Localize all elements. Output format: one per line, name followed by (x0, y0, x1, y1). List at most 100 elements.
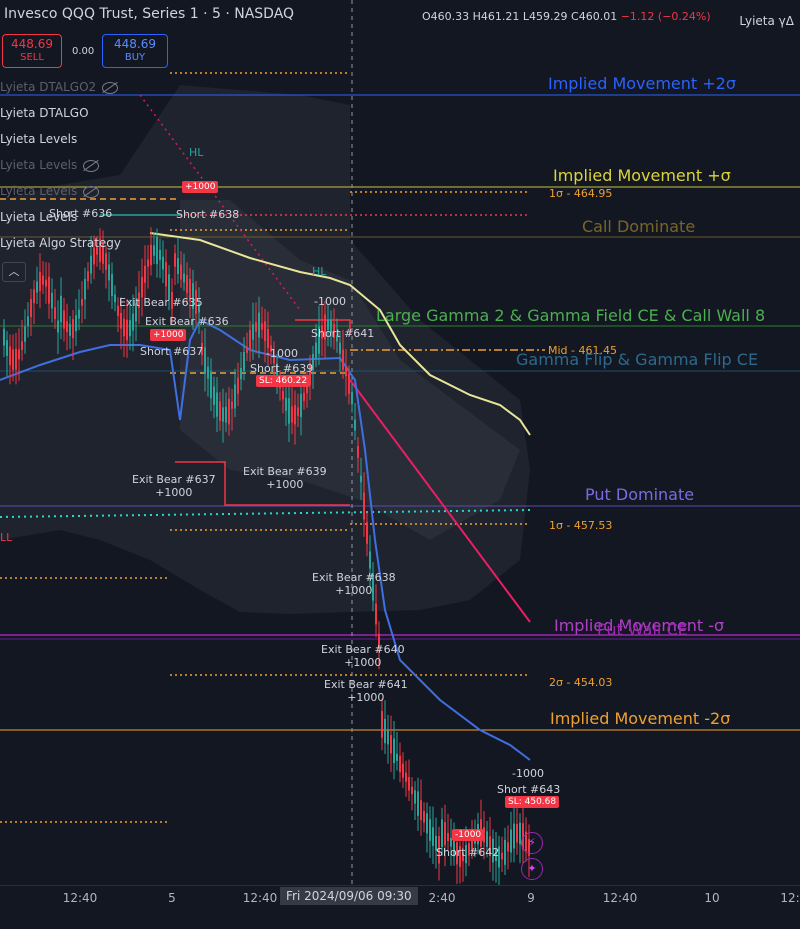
exit-639-value: +1000 (266, 478, 304, 491)
put-dom-label: Put Dominate (585, 485, 695, 504)
legend-item[interactable]: Lyieta Algo Strategy (0, 236, 121, 250)
candle-body (240, 368, 242, 380)
time-tick: 12:40 (242, 891, 278, 905)
eye-off-icon[interactable] (102, 81, 119, 94)
yellow-moving-average (149, 232, 531, 436)
candle-body (351, 391, 353, 405)
candle-body (261, 323, 263, 330)
indicator-corner-label: Lyieta γΔ (739, 14, 794, 28)
candle-body (228, 398, 230, 425)
candle-body (180, 264, 182, 280)
candle-body (105, 253, 107, 270)
blue-moving-average (0, 318, 531, 761)
candle-body (210, 371, 212, 399)
sparkle-icon[interactable]: ✦ (521, 858, 543, 880)
legend-item-label: Lyieta Levels (0, 210, 78, 224)
candle-body (249, 329, 251, 350)
candle-body (225, 406, 227, 423)
legend-item[interactable]: Lyieta DTALGO2 (0, 80, 119, 94)
trade-qty-c: -1000 (512, 767, 544, 780)
candle-body (348, 373, 350, 394)
trade-label-short-642: Short #642 (436, 846, 500, 859)
candle-body (366, 522, 368, 544)
candle-body (138, 292, 140, 309)
legend-item-label: Lyieta Levels (0, 132, 78, 146)
spread-value: 0.00 (72, 46, 95, 57)
candle-body (441, 819, 443, 847)
candle-body (54, 307, 56, 320)
time-tick: 5 (168, 891, 176, 905)
sig1-up-label: 1σ - 464.95 (549, 187, 613, 200)
sig2-dn-label: 2σ - 454.03 (549, 676, 613, 689)
candle-body (423, 811, 425, 823)
exit-637-text: Exit Bear #637 (132, 473, 216, 486)
candle-body (462, 852, 464, 862)
candle-body (321, 325, 323, 339)
legend-item[interactable]: Lyieta Levels (0, 210, 77, 224)
candle-body (471, 836, 473, 851)
exit-637-value: +1000 (155, 486, 193, 499)
candle-body (27, 316, 29, 327)
order-tag-1: +1000 (182, 181, 219, 193)
ohlc-change: −1.12 (−0.24%) (620, 10, 711, 23)
candle-body (147, 259, 149, 267)
candle-body (231, 401, 233, 409)
large-gamma-label: Large Gamma 2 & Gamma Field CE & Call Wa… (376, 306, 766, 325)
symbol-title[interactable]: Invesco QQQ Trust, Series 1 · 5 · NASDAQ (4, 6, 295, 22)
sell-button[interactable]: 448.69 SELL (2, 34, 62, 68)
buy-button[interactable]: 448.69 BUY (102, 34, 168, 68)
candle-body (87, 271, 89, 282)
candle-body (384, 718, 386, 744)
candle-body (33, 289, 35, 304)
trade-label-short-636: Short #636 (49, 207, 113, 220)
lightning-icon[interactable]: ⚡ (521, 832, 543, 854)
im-plus1-label: Implied Movement +σ (553, 166, 731, 185)
ohlc-readout: O460.33 H461.21 L459.29 C460.01 −1.12 (−… (422, 10, 711, 23)
candle-body (48, 276, 50, 304)
candle-body (327, 320, 329, 330)
candle-body (360, 475, 362, 483)
candle-body (447, 832, 449, 842)
time-tick: 9 (527, 891, 535, 905)
legend-item-label: Lyieta Algo Strategy (0, 236, 122, 250)
hl-marker-1: HL (189, 146, 204, 159)
legend-item[interactable]: Lyieta DTALGO (0, 106, 89, 120)
legend-item[interactable]: Lyieta Levels (0, 158, 100, 172)
candle-body (246, 346, 248, 353)
candle-body (444, 822, 446, 846)
price-chart[interactable] (0, 0, 800, 885)
legend-item[interactable]: Lyieta Levels (0, 132, 77, 146)
trade-label-exit-637: Exit Bear #637 +1000 (132, 473, 216, 499)
legend-item-label: Lyieta DTALGO (0, 106, 89, 120)
legend-item[interactable]: Lyieta Levels (0, 184, 100, 198)
stop-loss-tag-643: SL: 450.68 (505, 796, 560, 808)
candle-body (510, 829, 512, 853)
chart-area[interactable]: Invesco QQQ Trust, Series 1 · 5 · NASDAQ… (0, 0, 800, 885)
candle-body (318, 326, 320, 354)
trade-label-exit-635: Exit Bear #635 (119, 296, 203, 309)
trade-label-short-639: Short #639 (250, 362, 314, 375)
candle-body (165, 262, 167, 287)
eye-off-icon[interactable] (83, 185, 100, 198)
candle-body (435, 835, 437, 851)
stop-box-1 (175, 461, 350, 506)
candle-body (378, 633, 380, 649)
chevron-up-icon[interactable]: ︿ (2, 262, 26, 282)
candle-body (489, 836, 491, 854)
candle-body (300, 393, 302, 418)
exit-639-text: Exit Bear #639 (243, 465, 327, 478)
candle-body (120, 312, 122, 329)
candle-body (402, 763, 404, 778)
candle-body (282, 390, 284, 400)
candle-body (123, 318, 125, 337)
candle-body (237, 377, 239, 394)
candle-body (315, 342, 317, 359)
trade-label-exit-636: Exit Bear #636 (145, 315, 229, 328)
eye-off-icon[interactable] (83, 159, 100, 172)
candle-body (78, 309, 80, 319)
candle-body (273, 356, 275, 364)
hl-marker-2: HL (312, 265, 327, 278)
candle-body (387, 730, 389, 745)
candle-body (219, 401, 221, 421)
candle-body (42, 275, 44, 285)
